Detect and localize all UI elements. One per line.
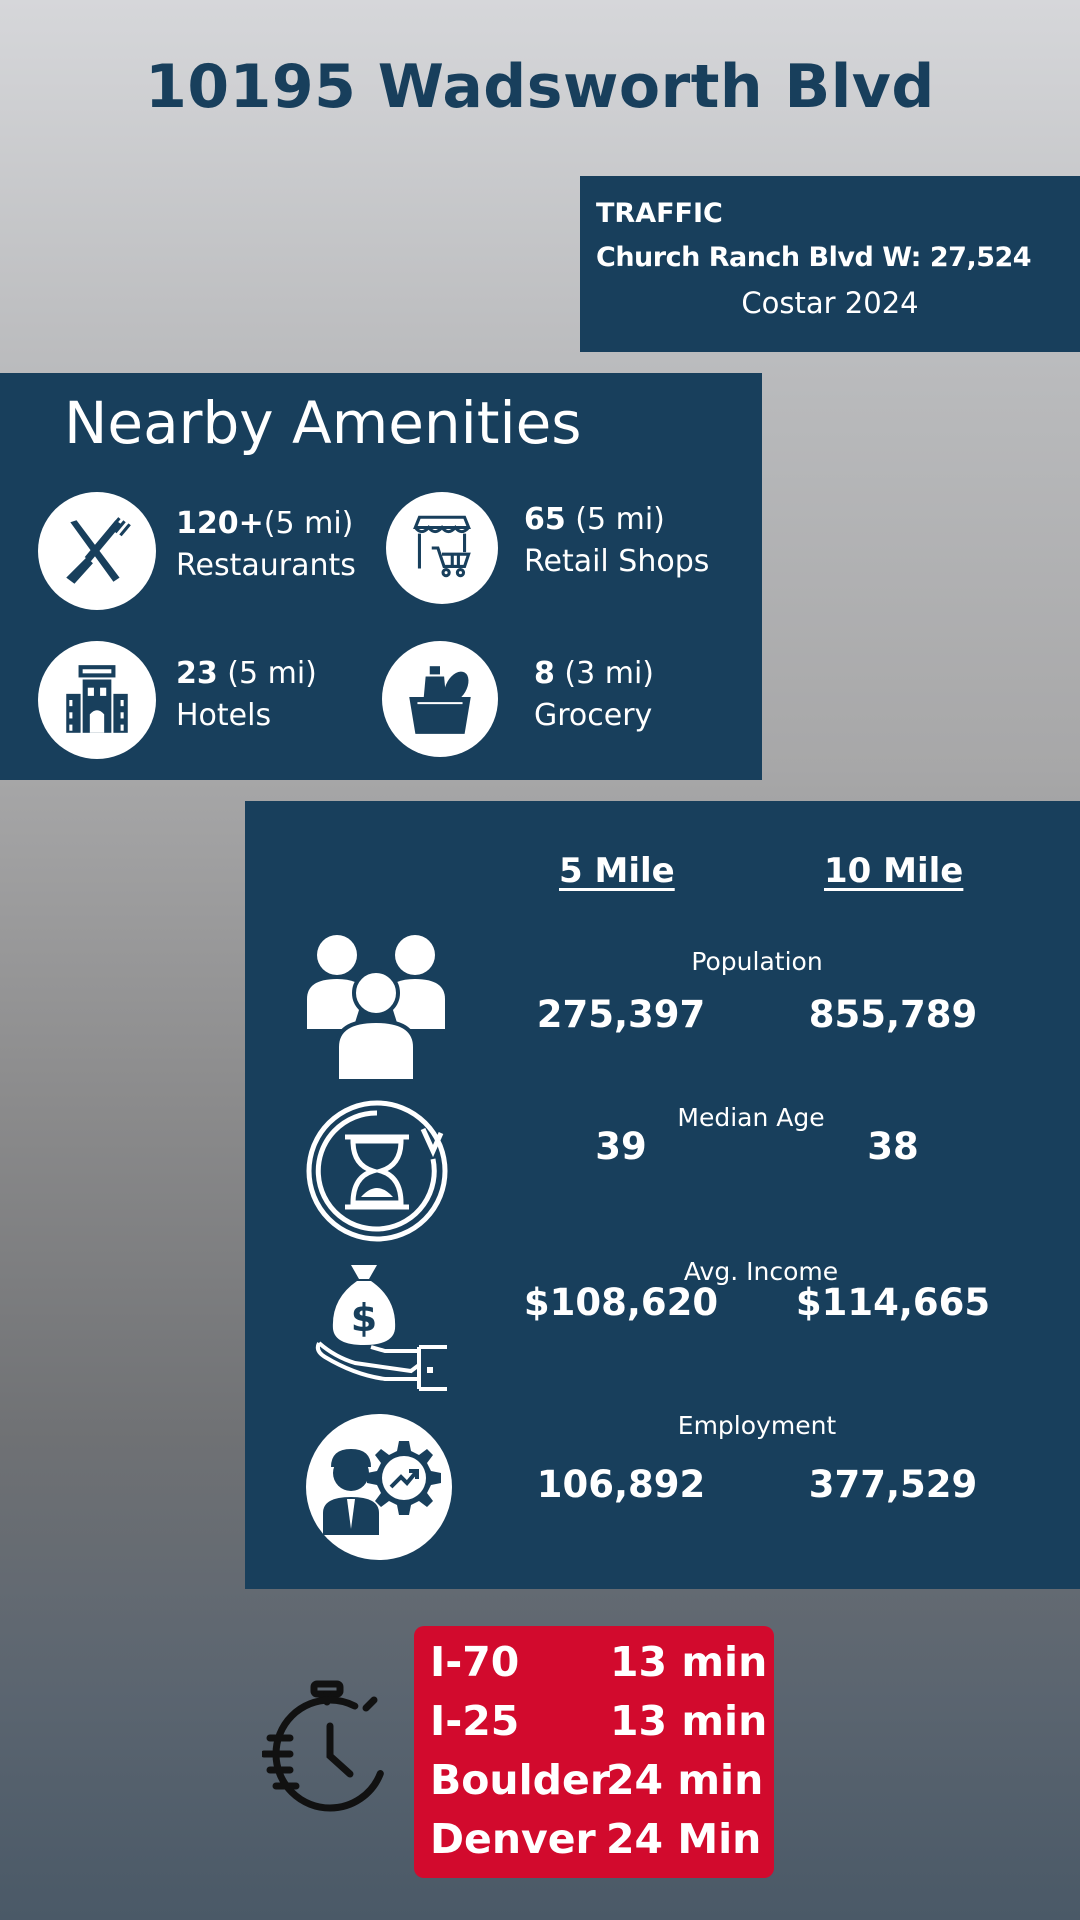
value-5-mile: $108,620 xyxy=(523,1281,719,1324)
drive-place: I-25 xyxy=(430,1697,520,1745)
money-bag-hand-icon: $ xyxy=(315,1265,447,1391)
amenity-grocery: 8 (3 mi) Grocery xyxy=(534,653,654,737)
drive-row: I-70 13 min xyxy=(430,1638,770,1696)
amenity-count: 23 xyxy=(176,656,218,691)
col-5-mile: 5 Mile xyxy=(559,851,675,891)
drive-row: I-25 13 min xyxy=(430,1697,770,1755)
amenity-radius: (5 mi) xyxy=(565,502,665,537)
drive-place: Denver xyxy=(430,1815,596,1863)
page-title: 10195 Wadsworth Blvd xyxy=(145,52,935,122)
drive-row: Boulder 24 min xyxy=(430,1756,770,1814)
row-label: Population xyxy=(691,947,823,976)
fork-knife-icon xyxy=(38,492,156,610)
drive-time: 24 Min xyxy=(606,1815,762,1863)
drive-place: Boulder xyxy=(430,1756,611,1804)
amenity-hotels: 23 (5 mi) Hotels xyxy=(176,653,317,737)
drive-row: Denver 24 Min xyxy=(430,1815,770,1873)
row-label: Employment xyxy=(677,1411,837,1440)
value-10-mile: 38 xyxy=(867,1125,919,1168)
value-10-mile: $114,665 xyxy=(795,1281,991,1324)
value-5-mile: 106,892 xyxy=(536,1463,706,1506)
amenity-count: 120+ xyxy=(176,506,264,541)
traffic-box: TRAFFIC Church Ranch Blvd W: 27,524 Cost… xyxy=(580,176,1080,352)
amenity-name: Retail Shops xyxy=(524,544,710,579)
drive-time: 24 min xyxy=(606,1756,764,1804)
amenity-retail: 65 (5 mi) Retail Shops xyxy=(524,499,709,583)
amenities-panel: Nearby Amenities 120+(5 mi) Restaurants xyxy=(0,373,762,780)
col-10-mile: 10 Mile xyxy=(824,851,964,891)
drive-times-box: I-70 13 min I-25 13 min Boulder 24 min D… xyxy=(414,1626,774,1878)
traffic-source: Costar 2024 xyxy=(741,286,919,320)
grocery-bag-icon xyxy=(382,641,498,757)
amenity-radius: (5 mi) xyxy=(217,656,317,691)
drive-time: 13 min xyxy=(610,1638,768,1686)
demographics-panel: 5 Mile 10 Mile Population 275,397 855,78… xyxy=(245,801,1080,1589)
amenities-heading: Nearby Amenities xyxy=(64,389,582,457)
row-label: Avg. Income xyxy=(683,1257,839,1286)
value-10-mile: 377,529 xyxy=(808,1463,978,1506)
stopwatch-icon xyxy=(262,1680,388,1812)
drive-place: I-70 xyxy=(430,1638,520,1686)
shop-cart-icon xyxy=(386,492,498,604)
worker-gear-icon xyxy=(306,1414,452,1560)
traffic-label: TRAFFIC xyxy=(596,198,723,229)
value-5-mile: 39 xyxy=(595,1125,647,1168)
amenity-radius: (5 mi) xyxy=(263,506,354,541)
amenity-name: Hotels xyxy=(176,698,272,733)
people-icon xyxy=(307,935,445,1081)
row-label: Median Age xyxy=(677,1103,825,1132)
drive-time: 13 min xyxy=(610,1697,768,1745)
hourglass-icon xyxy=(306,1100,448,1242)
amenity-name: Grocery xyxy=(534,698,653,733)
amenity-radius: (3 mi) xyxy=(554,656,655,691)
svg-text:$: $ xyxy=(351,1296,377,1340)
value-5-mile: 275,397 xyxy=(536,993,706,1036)
amenity-count: 65 xyxy=(524,502,566,537)
hotel-icon xyxy=(38,641,156,759)
traffic-count: Church Ranch Blvd W: 27,524 xyxy=(596,242,1032,273)
amenity-count: 8 xyxy=(534,656,555,691)
value-10-mile: 855,789 xyxy=(808,993,978,1036)
amenity-restaurants: 120+(5 mi) Restaurants xyxy=(176,503,356,587)
amenity-name: Restaurants xyxy=(176,548,356,583)
